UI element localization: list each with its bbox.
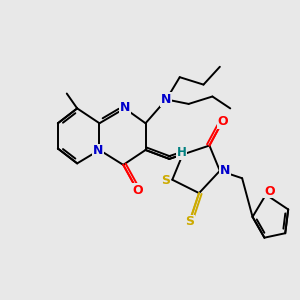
Text: N: N [119,101,130,114]
Text: H: H [177,146,187,159]
Text: O: O [218,115,228,128]
Text: N: N [161,93,172,106]
Text: O: O [264,184,275,197]
Text: N: N [220,164,230,177]
Text: S: S [186,215,195,228]
Text: S: S [161,174,170,187]
Text: O: O [132,184,143,197]
Text: N: N [93,144,103,158]
